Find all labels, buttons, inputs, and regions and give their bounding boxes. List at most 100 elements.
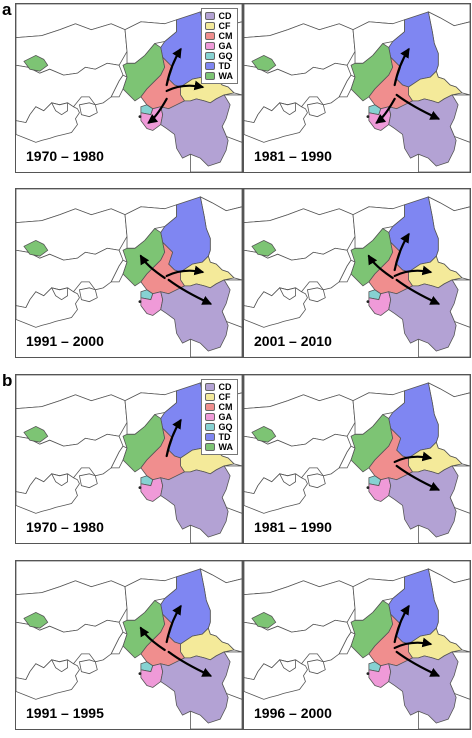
africa-map [244, 375, 470, 543]
flow-arrow-cm-cd [395, 464, 441, 491]
legend-item: GA [204, 412, 234, 422]
country-cd [388, 651, 459, 724]
section-label-a: a [2, 0, 12, 19]
flow-arrow-cm-wa [367, 254, 394, 280]
legend-swatch [204, 72, 215, 80]
period-label: 1991 – 2000 [26, 333, 104, 349]
country-outline [352, 204, 405, 249]
legend-item: GQ [204, 51, 234, 61]
period-label: 1991 – 1995 [26, 705, 104, 721]
country-outline [50, 287, 68, 301]
flow-arrow-cm-wa [139, 254, 166, 280]
period-label: 1981 – 1990 [254, 148, 332, 164]
country-cd [388, 465, 459, 538]
legend-swatch [204, 423, 215, 431]
flow-arrow-cm-ga [147, 97, 168, 124]
legend-swatch [204, 413, 215, 421]
legend-label: CD [218, 11, 232, 21]
map-panel-a-2: 1981 – 1990 [243, 3, 471, 173]
country-outline [278, 287, 296, 301]
period-label: 1970 – 1980 [26, 148, 104, 164]
flow-arrow-cm-td [165, 47, 182, 87]
flow-arrow-cm-td [393, 47, 410, 87]
africa-map [16, 375, 242, 543]
country-outline [78, 287, 98, 303]
flow-arrow-cm-cd [167, 278, 213, 305]
island-marker [138, 672, 142, 676]
island-marker [138, 300, 142, 304]
legend-label: CD [218, 382, 232, 392]
country-outline [278, 473, 296, 487]
legend: CD CF CM GA GQ TD WA [200, 379, 238, 455]
country-wa [251, 611, 277, 629]
legend-label: WA [218, 71, 234, 81]
africa-map [244, 189, 470, 357]
island-marker [138, 486, 142, 490]
legend-swatch [204, 12, 215, 20]
flow-arrow-cm-cd [395, 278, 441, 305]
country-outline [306, 473, 326, 489]
legend-item: CM [204, 402, 234, 412]
period-label: 1981 – 1990 [254, 519, 332, 535]
country-outline [50, 659, 68, 673]
legend-item: CD [204, 382, 234, 392]
legend: CD CF CM GA GQ TD WA [200, 8, 238, 84]
legend-item: CM [204, 31, 234, 41]
flow-arrow-cm-td [165, 604, 182, 644]
island-marker [138, 115, 142, 119]
country-outline [78, 659, 98, 675]
map-panel-b-4: 1996 – 2000 [243, 560, 471, 730]
country-outline [278, 659, 296, 673]
period-label: 1970 – 1980 [26, 519, 104, 535]
legend-label: CF [218, 392, 231, 402]
island-marker [366, 300, 370, 304]
map-panel-a-3: 1991 – 2000 [15, 188, 243, 358]
legend-swatch [204, 383, 215, 391]
country-cd [160, 94, 231, 167]
country-cd [160, 651, 231, 724]
period-label: 1996 – 2000 [254, 705, 332, 721]
flow-arrow-cm-cd [395, 650, 441, 677]
country-outline [306, 287, 326, 303]
country-outline [306, 102, 326, 118]
country-wa [23, 425, 49, 443]
africa-map [244, 4, 470, 172]
island-marker [366, 486, 370, 490]
country-outline [50, 102, 68, 116]
africa-map [16, 561, 242, 729]
legend-item: WA [204, 442, 233, 452]
map-panel-b-3: 1991 – 1995 [15, 560, 243, 730]
legend-item: TD [204, 432, 234, 442]
legend-swatch [204, 393, 215, 401]
country-wa [251, 239, 277, 257]
legend-label: TD [218, 61, 231, 71]
legend-item: TD [204, 61, 234, 71]
country-outline [50, 473, 68, 487]
map-panel-b-1: 1970 – 1980 CD CF CM GA GQ TD WA [15, 374, 243, 544]
flow-arrow-cm-cf [393, 451, 433, 464]
country-wa [23, 239, 49, 257]
country-cd [388, 279, 459, 352]
flow-arrow-cm-td [165, 418, 182, 458]
map-panel-b-2: 1981 – 1990 [243, 374, 471, 544]
legend-swatch [204, 443, 215, 451]
country-outline [124, 390, 177, 435]
country-outline [124, 19, 177, 64]
country-outline [78, 473, 98, 489]
legend-label: TD [218, 432, 231, 442]
legend-swatch [204, 42, 215, 50]
legend-item: CF [204, 21, 234, 31]
legend-item: CD [204, 11, 234, 21]
country-outline [124, 204, 177, 249]
flow-arrow-cm-cd [167, 650, 213, 677]
flow-arrow-cm-cf [393, 265, 433, 278]
flow-arrow-cm-ga [375, 97, 396, 124]
legend-item: GA [204, 41, 234, 51]
country-cd [160, 465, 231, 538]
legend-swatch [204, 433, 215, 441]
flow-arrow-cm-td [393, 232, 410, 272]
legend-item: GQ [204, 422, 234, 432]
country-outline [124, 576, 177, 621]
flow-arrow-cm-td [393, 604, 410, 644]
country-outline [352, 576, 405, 621]
